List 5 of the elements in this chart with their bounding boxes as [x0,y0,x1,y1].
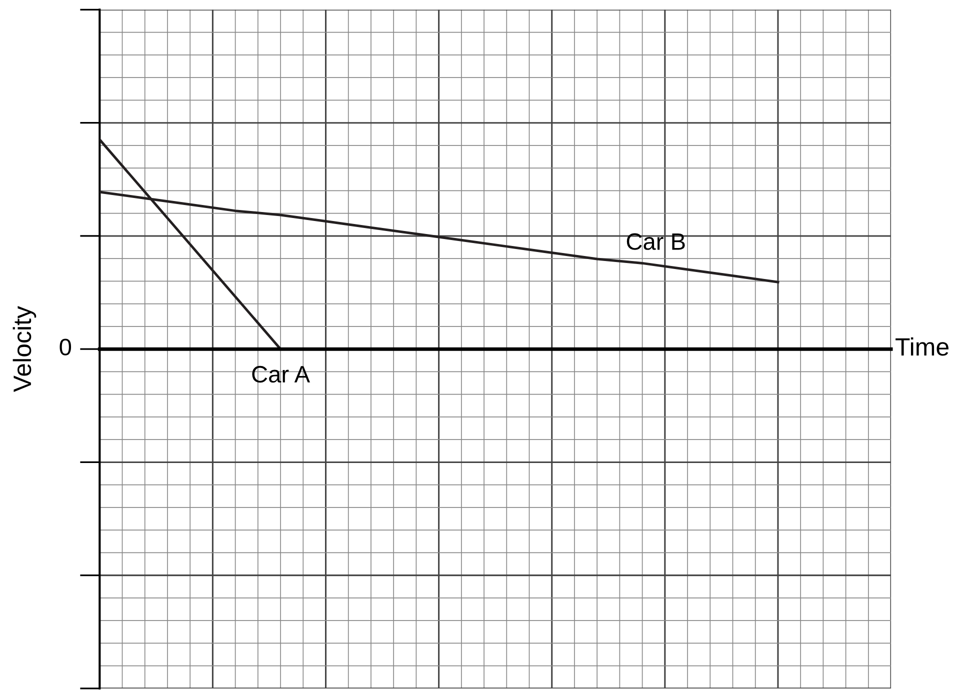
series-label: Car A [252,366,310,383]
x-axis-title: Time [896,337,948,356]
series-label: Car B [626,233,685,250]
text: 0 [60,338,72,356]
y-axis-title: Velocity [12,306,36,392]
